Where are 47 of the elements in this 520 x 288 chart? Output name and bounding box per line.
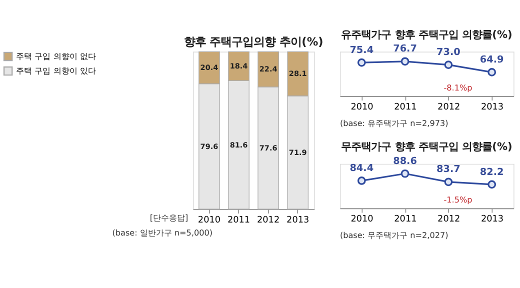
point: [357, 58, 366, 67]
x-tick-label: 2010: [350, 102, 374, 112]
x-tick-label: 2012: [257, 215, 280, 226]
point: [444, 178, 453, 186]
data-label: 18.4: [230, 62, 248, 71]
text: (base: 일반가구 n=5,000): [112, 228, 213, 238]
data-label: 22.4: [259, 64, 278, 74]
text: -8.1%p: [444, 83, 472, 92]
data-label: 84.4: [350, 163, 374, 174]
x-tick-label: 2013: [480, 214, 504, 225]
data-label: 77.6: [259, 143, 278, 152]
x-tick-label: 2013: [480, 102, 504, 112]
point: [400, 169, 410, 178]
data-label: 20.4: [200, 63, 218, 72]
x-tick-label: 2011: [394, 102, 417, 112]
x-tick-label: 2013: [286, 215, 310, 226]
chart-title: 무주택가구 향후 주택구입 의향률(%): [341, 141, 512, 154]
data-label: 71.9: [288, 148, 307, 157]
data-label: 28.1: [288, 69, 307, 78]
x-tick-label: 2011: [394, 214, 417, 225]
x-tick-label: 2010: [198, 215, 221, 226]
data-label: 88.6: [393, 156, 418, 167]
data-label: 75.4: [350, 44, 374, 56]
text: -1.5%p: [444, 196, 472, 205]
legend-label: 주택 구입 의향이 없다: [16, 52, 96, 61]
point: [400, 57, 410, 66]
data-label: 82.2: [480, 166, 504, 178]
text: (base: 유주택가구 n=2,973): [340, 118, 448, 128]
chart-title: 유주택가구 향후 주택구입 의향률(%): [341, 28, 512, 41]
data-label: 79.6: [200, 142, 218, 151]
point: [444, 60, 453, 69]
legend-label: 주택 구입 의향이 있다: [16, 66, 96, 76]
data-label: 83.7: [436, 164, 460, 176]
x-tick-label: 2012: [438, 214, 460, 225]
data-label: 81.6: [230, 140, 248, 150]
chart-title: 향후 주택구입의향 추이(%): [184, 36, 324, 49]
data-label: 64.9: [480, 54, 504, 66]
x-tick-label: 2011: [227, 215, 250, 226]
text: [단수응답]: [150, 213, 188, 222]
point: [488, 180, 496, 189]
point: [488, 68, 496, 76]
data-label: 76.7: [393, 44, 417, 55]
data-label: 73.0: [436, 47, 461, 58]
x-tick-label: 2010: [350, 214, 374, 225]
x-tick-label: 2012: [438, 102, 460, 112]
text: (base: 무주택가구 n=2,027): [340, 231, 448, 240]
point: [357, 176, 366, 185]
